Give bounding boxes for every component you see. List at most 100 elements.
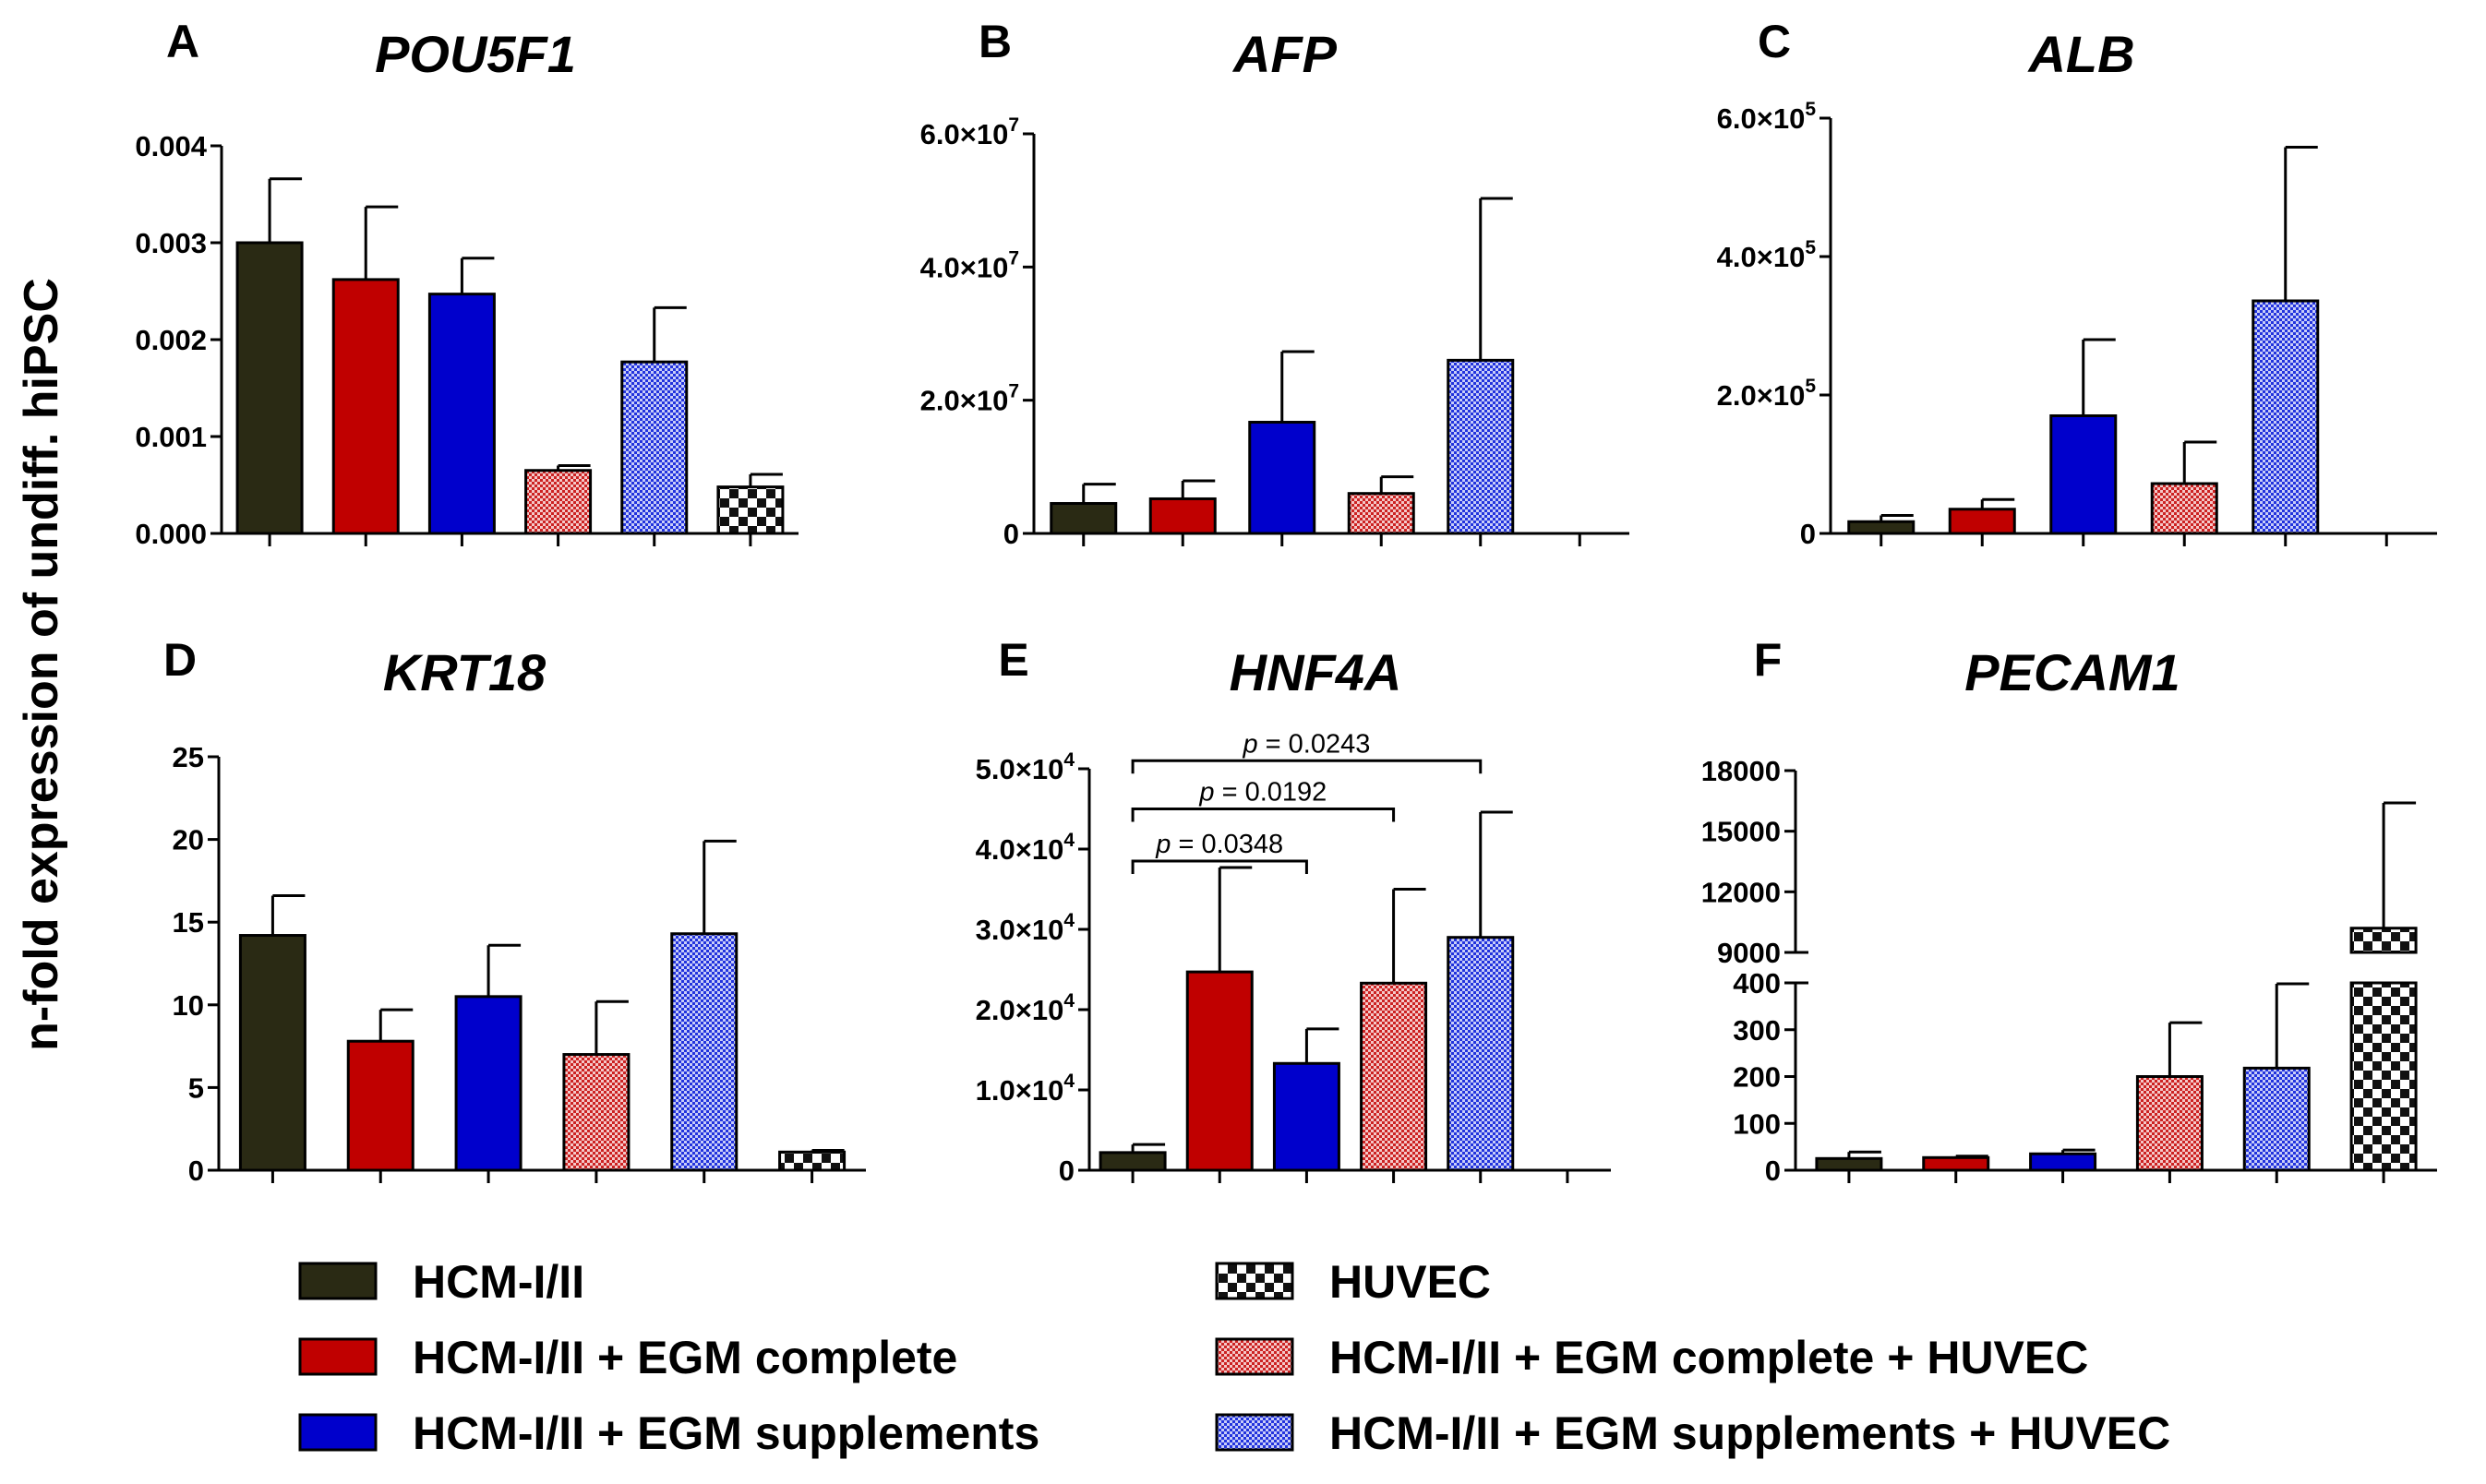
panel-e: E HNF4A01.0×1042.0×1043.0×1044.0×1045.0×1… bbox=[976, 634, 1611, 1187]
panel-e-y-tick-label: 1.0×104 bbox=[976, 1071, 1075, 1107]
panel-f-bar-hcm-i-ii-egm-complete-huvec bbox=[2135, 1075, 2204, 1172]
panel-c-letter: C bbox=[1758, 16, 1791, 67]
panel-d-bar-hcm-i-ii-egm-supplements bbox=[454, 995, 522, 1172]
panel-e-significance-bracket bbox=[1131, 759, 1483, 774]
legend-item-huvec-label: HUVEC bbox=[1329, 1256, 1491, 1308]
legend-item-hcm-i-ii-egm-supplements-huvec-swatch bbox=[1215, 1413, 1294, 1452]
y-tick-exponent: 4 bbox=[1063, 910, 1075, 931]
y-tick-mantissa: 3.0×10 bbox=[976, 914, 1064, 946]
legend-item-hcm-i-ii-egm-complete-label: HCM-I/II + EGM complete bbox=[413, 1332, 957, 1383]
panel-e-bar-hcm-i-ii-egm-supplements-huvec bbox=[1447, 936, 1515, 1172]
panel-f-bar-hcm-i-ii-egm-supplements-huvec bbox=[2242, 1066, 2311, 1172]
panel-b-y-tick-label: 6.0×107 bbox=[920, 114, 1019, 150]
panel-f-bar-huvec-upper bbox=[2349, 927, 2418, 954]
panel-a-letter: A bbox=[166, 16, 199, 67]
panel-c-title: ALB bbox=[2026, 25, 2134, 83]
panel-c-bar-hcm-i-ii bbox=[1847, 520, 1916, 535]
panel-a-y-tick-label: 0.000 bbox=[135, 518, 207, 550]
panel-e-significance-label: p = 0.0348 bbox=[1155, 830, 1283, 859]
panel-c-bar-hcm-i-ii-egm-complete bbox=[1948, 508, 2016, 535]
y-tick-exponent: 5 bbox=[1805, 376, 1816, 397]
panel-f-y-tick-label: 9000 bbox=[1717, 937, 1781, 969]
p-symbol: p bbox=[1242, 729, 1257, 759]
panel-d-y-tick-label: 15 bbox=[173, 906, 204, 939]
legend-item-hcm-i-ii-egm-complete-swatch bbox=[298, 1337, 378, 1376]
y-tick-exponent: 7 bbox=[1008, 247, 1019, 269]
panel-d-bar-huvec bbox=[778, 1150, 847, 1172]
legend-item-hcm-i-ii-egm-complete-huvec-label: HCM-I/II + EGM complete + HUVEC bbox=[1329, 1332, 2088, 1383]
panel-f-y-tick-label: 300 bbox=[1733, 1014, 1781, 1047]
y-tick-mantissa: 4.0×10 bbox=[976, 833, 1064, 866]
panel-b-bar-hcm-i-ii-egm-complete-huvec bbox=[1347, 492, 1415, 535]
y-tick-exponent: 4 bbox=[1063, 830, 1075, 851]
p-value: = 0.0243 bbox=[1258, 729, 1371, 759]
panel-e-y-tick-label: 5.0×104 bbox=[976, 749, 1075, 785]
panel-d-bar-hcm-i-ii-egm-complete bbox=[346, 1039, 414, 1172]
legend-item-hcm-i-ii-egm-complete-huvec-swatch bbox=[1215, 1337, 1294, 1376]
legend-item-huvec: HUVEC bbox=[1215, 1256, 1491, 1308]
panel-c-bar-hcm-i-ii-egm-complete-huvec bbox=[2150, 482, 2218, 535]
panel-a-y-tick-label: 0.004 bbox=[135, 130, 207, 162]
panel-f-y-tick-label: 12000 bbox=[1701, 876, 1781, 908]
panel-f-y-tick-label: 200 bbox=[1733, 1061, 1781, 1094]
panel-d-bar-hcm-i-ii-egm-supplements-huvec bbox=[670, 932, 739, 1172]
panel-e-significance-bracket bbox=[1131, 859, 1308, 875]
y-tick-exponent: 7 bbox=[1008, 381, 1019, 402]
panel-e-y-tick-label: 0 bbox=[1059, 1155, 1075, 1187]
panel-e-significance-bracket bbox=[1131, 808, 1396, 822]
y-tick-exponent: 4 bbox=[1063, 1071, 1075, 1092]
y-tick-exponent: 4 bbox=[1063, 749, 1075, 771]
legend-item-hcm-i-ii-egm-supplements-huvec-label: HCM-I/II + EGM supplements + HUVEC bbox=[1329, 1407, 2170, 1459]
y-tick-exponent: 7 bbox=[1008, 114, 1019, 136]
y-tick-mantissa: 6.0×10 bbox=[1717, 102, 1806, 135]
panel-f-letter: F bbox=[1754, 634, 1783, 686]
panel-e-y-tick-label: 2.0×104 bbox=[976, 990, 1075, 1026]
legend-item-hcm-i-ii-egm-complete-huvec: HCM-I/II + EGM complete + HUVEC bbox=[1215, 1332, 2088, 1383]
y-tick-mantissa: 2.0×10 bbox=[920, 385, 1009, 417]
panel-e-title: HNF4A bbox=[1230, 643, 1402, 701]
panel-a-bar-huvec bbox=[716, 485, 785, 535]
y-tick-mantissa: 5.0×10 bbox=[976, 753, 1064, 785]
panels-group: A POU5F1 0.000 0.001 0.002 0.003 0.004 B AFP 0 2.0… bbox=[135, 16, 2437, 1187]
panel-e-bar-hcm-i-ii-egm-supplements bbox=[1272, 1061, 1340, 1172]
panel-b-bar-hcm-i-ii-egm-supplements-huvec bbox=[1447, 358, 1515, 535]
panel-a-bar-hcm-i-ii-egm-supplements bbox=[427, 293, 496, 535]
y-tick-mantissa: 4.0×10 bbox=[1717, 241, 1806, 273]
panel-c-bar-hcm-i-ii-egm-supplements bbox=[2049, 414, 2118, 535]
panel-d-y-tick-label: 10 bbox=[173, 989, 204, 1022]
panel-b-y-tick-label: 2.0×107 bbox=[920, 381, 1019, 417]
panel-d-bar-hcm-i-ii-egm-complete-huvec bbox=[562, 1053, 631, 1172]
panel-c-y-tick-label: 6.0×105 bbox=[1717, 99, 1817, 135]
panel-f-y-tick-label: 18000 bbox=[1701, 755, 1781, 787]
panel-e-bar-hcm-i-ii bbox=[1099, 1151, 1167, 1172]
panel-b-bar-hcm-i-ii bbox=[1050, 502, 1118, 535]
panel-d-y-tick-label: 5 bbox=[188, 1071, 204, 1104]
panel-f-y-tick-label: 100 bbox=[1733, 1107, 1781, 1140]
y-axis-label: n-fold expression of undiff. hiPSC bbox=[15, 278, 68, 1051]
y-tick-exponent: 5 bbox=[1805, 99, 1816, 120]
y-tick-mantissa: 1.0×10 bbox=[976, 1074, 1064, 1107]
legend-item-hcm-i-ii-egm-supplements-label: HCM-I/II + EGM supplements bbox=[413, 1407, 1039, 1459]
panel-a: A POU5F1 0.000 0.001 0.002 0.003 0.004 bbox=[135, 16, 799, 550]
panel-a-bar-hcm-i-ii-egm-supplements-huvec bbox=[620, 360, 689, 535]
legend-item-hcm-i-ii-egm-complete: HCM-I/II + EGM complete bbox=[298, 1332, 957, 1383]
panel-f-y-tick-label: 400 bbox=[1733, 967, 1781, 999]
panel-b-bar-hcm-i-ii-egm-complete bbox=[1148, 497, 1217, 535]
legend-item-hcm-i-ii-swatch bbox=[298, 1262, 378, 1300]
y-tick-mantissa: 2.0×10 bbox=[976, 994, 1064, 1026]
legend: HCM-I/II HCM-I/II + EGM complete HCM-I/II … bbox=[298, 1256, 2170, 1459]
panel-a-y-tick-label: 0.003 bbox=[135, 227, 207, 259]
panel-b-title: AFP bbox=[1231, 25, 1338, 83]
panel-e-significance-label: p = 0.0243 bbox=[1242, 729, 1370, 759]
y-tick-exponent: 5 bbox=[1805, 237, 1816, 258]
panel-e-bar-hcm-i-ii-egm-complete bbox=[1185, 970, 1254, 1172]
panel-b-letter: B bbox=[979, 16, 1012, 67]
panel-d-y-tick-label: 0 bbox=[188, 1155, 204, 1187]
p-value: = 0.0348 bbox=[1171, 830, 1283, 859]
panel-b-bar-hcm-i-ii-egm-supplements bbox=[1248, 420, 1316, 535]
legend-item-hcm-i-ii-label: HCM-I/II bbox=[413, 1256, 584, 1308]
